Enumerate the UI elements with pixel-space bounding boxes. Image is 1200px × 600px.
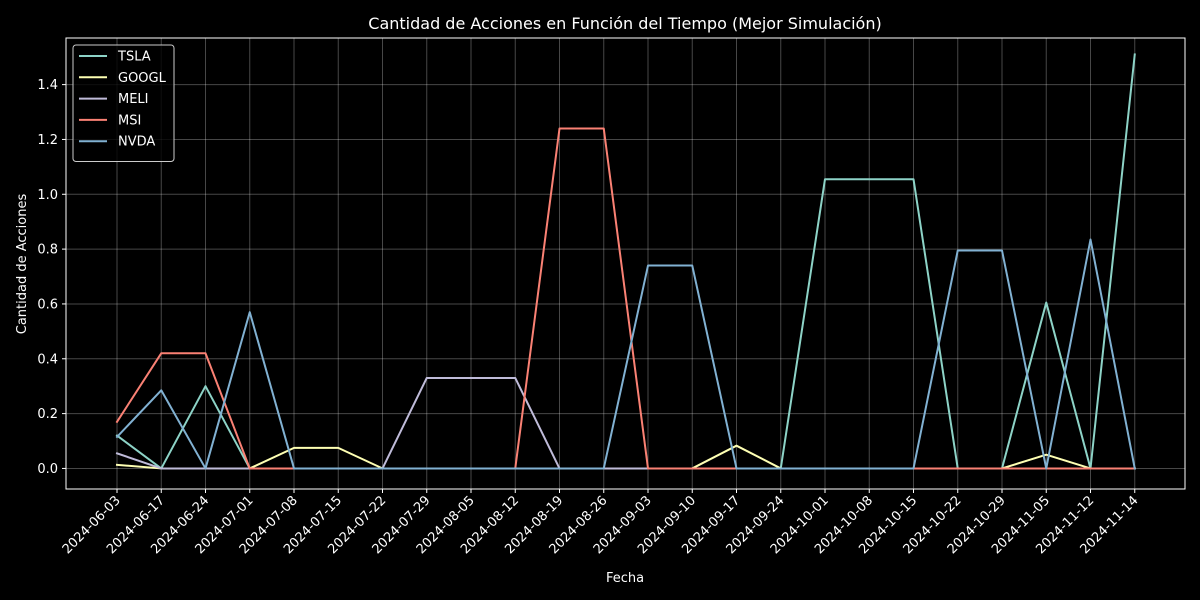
legend-label-googl: GOOGL bbox=[118, 71, 167, 86]
series-layer bbox=[115, 53, 1136, 470]
y-axis-label: Cantidad de Acciones bbox=[15, 194, 30, 335]
plot-frame bbox=[65, 37, 1186, 490]
legend-label-tsla: TSLA bbox=[117, 50, 151, 65]
grid-layer bbox=[66, 38, 1185, 489]
x-axis-label: Fecha bbox=[606, 571, 644, 586]
legend-label-msi: MSI bbox=[118, 113, 141, 128]
y-tick-label: 0.0 bbox=[37, 462, 58, 477]
y-tick-label: 1.2 bbox=[37, 133, 58, 148]
legend: TSLA GOOGL MELI MSI NVDA bbox=[72, 44, 175, 162]
y-tick-label: 0.2 bbox=[37, 407, 58, 422]
series-line-nvda bbox=[115, 238, 1136, 470]
y-tick-label: 0.8 bbox=[37, 243, 58, 258]
legend-label-nvda: NVDA bbox=[118, 135, 155, 150]
y-tick-label: 0.4 bbox=[37, 352, 58, 367]
legend-label-meli: MELI bbox=[118, 92, 149, 107]
y-tick-label: 1.4 bbox=[37, 78, 58, 93]
legend-box bbox=[72, 44, 175, 162]
y-tick-label: 1.0 bbox=[37, 188, 58, 203]
y-tick-label: 0.6 bbox=[37, 297, 58, 312]
series-line-msi bbox=[115, 127, 1136, 470]
chart-title: Cantidad de Acciones en Función del Tiem… bbox=[368, 14, 881, 33]
